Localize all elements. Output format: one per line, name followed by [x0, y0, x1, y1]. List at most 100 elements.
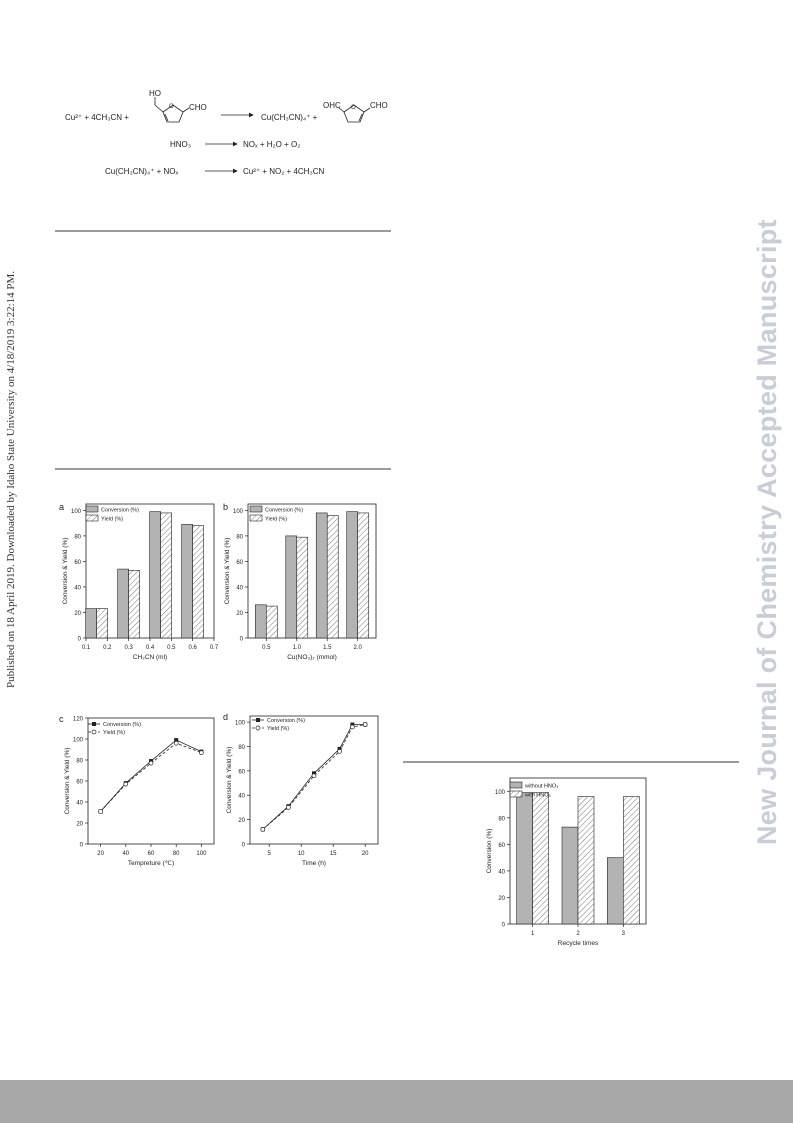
- x-tick-label: 40: [122, 851, 129, 857]
- x-tick-label: 20: [97, 851, 104, 857]
- y-tick-label: 20: [74, 611, 81, 617]
- scheme-row1-product: Cu(CH₃CN)₄⁺ +: [261, 113, 318, 122]
- y-tick-label: 60: [238, 769, 245, 775]
- y-tick-label: 80: [236, 534, 243, 540]
- x-axis-label: Recycle times: [558, 940, 599, 947]
- legend-swatch-series-2: [509, 790, 523, 798]
- marker-yield: [148, 760, 154, 766]
- bar-series-2: [623, 796, 640, 925]
- marker-yield: [311, 773, 317, 779]
- legend-label-series-1: without HNO₃: [524, 784, 558, 790]
- chart-a-ch3cn: a 0 20 40 60 80 100 0.1 0.2 0.3 0.4 0.5 0.6 0.7 CH₃CN…: [59, 502, 219, 661]
- x-tick-label: 20: [362, 851, 369, 857]
- x-tick-label: 1: [531, 931, 535, 937]
- y-tick-label: 80: [74, 534, 81, 540]
- bar-series-1: [117, 568, 129, 639]
- y-tick-label: 60: [498, 843, 505, 849]
- y-tick-label: 100: [233, 509, 244, 515]
- x-tick-label: 1.0: [293, 645, 302, 651]
- marker-conversion: [174, 738, 179, 743]
- journal-watermark: New Journal of Chemistry Accepted Manusc…: [752, 219, 782, 845]
- bar-series-1: [607, 857, 624, 925]
- bar-series-2: [128, 570, 140, 639]
- marker-yield: [350, 724, 355, 730]
- hmf-ho-label: HO: [149, 89, 161, 98]
- x-tick-label: 0.2: [103, 645, 112, 651]
- marker-conversion: [312, 771, 316, 776]
- bar-series-1: [516, 792, 533, 925]
- y-tick-label: 40: [74, 585, 81, 591]
- legend-marker-series-1: [92, 722, 96, 726]
- y-tick-label: 80: [238, 745, 245, 751]
- chart-e-recycle: 0 20 40 60 80 100 1 2 3 Recycle times Conversion (…: [486, 777, 647, 947]
- hmf-cho-label: CHO: [189, 103, 207, 112]
- hmf-structure: O HO CHO: [149, 89, 207, 123]
- y-tick-label: 0: [242, 843, 246, 849]
- y-tick-label: 0: [80, 843, 84, 849]
- bar-series-1: [285, 535, 298, 639]
- marker-yield: [173, 740, 179, 746]
- marker-yield: [362, 722, 368, 727]
- x-tick-label: 3: [622, 931, 626, 937]
- bar-series-1: [315, 512, 328, 639]
- legend-label-series-2: Yield (%): [265, 517, 287, 523]
- x-axis-label: Time (h): [302, 860, 326, 867]
- x-axis-label: CH₃CN (ml): [133, 654, 167, 661]
- y-axis-label: Conversion (%): [486, 829, 493, 874]
- y-tick-label: 100: [495, 790, 506, 796]
- scheme-row3-right: Cu²⁺ + NO₂ + 4CH₃CN: [243, 167, 324, 176]
- y-tick-label: 60: [236, 560, 243, 566]
- plot-frame: [87, 717, 215, 845]
- x-tick-label: 2.0: [354, 645, 363, 651]
- scheme-row2-left: HNO₃: [170, 140, 191, 149]
- bar-series-1: [85, 608, 97, 639]
- x-axis-label: Tempreture (℃): [128, 860, 174, 867]
- bar-series-1: [149, 511, 161, 639]
- x-tick-label: 10: [298, 851, 305, 857]
- y-axis-label: Conversion & Yield (%): [62, 538, 69, 605]
- y-tick-label: 40: [498, 869, 505, 875]
- section-rule-3: [403, 761, 739, 763]
- scheme-row2-right: NOₓ + H₂O + O₂: [243, 140, 300, 149]
- x-tick-label: 80: [173, 851, 180, 857]
- y-axis-label: Conversion & Yield (%): [226, 747, 233, 814]
- x-tick-label: 15: [330, 851, 337, 857]
- legend-swatch-series-1: [509, 781, 523, 789]
- panel-label-a: a: [59, 502, 64, 512]
- y-tick-label: 80: [76, 759, 83, 765]
- bar-series-2: [357, 512, 370, 639]
- bar-series-1: [346, 511, 359, 639]
- marker-yield: [337, 749, 342, 754]
- marker-yield: [123, 781, 129, 787]
- marker-conversion: [350, 722, 355, 727]
- bar-series-2: [96, 608, 108, 639]
- x-tick-label: 0.5: [167, 645, 176, 651]
- legend-label-series-2: Yield (%): [103, 730, 125, 736]
- y-tick-label: 40: [238, 794, 245, 800]
- legend-swatch-series-2: [85, 514, 99, 522]
- dff-o-atom: O: [351, 105, 356, 111]
- y-tick-label: 20: [498, 896, 505, 902]
- legend-label-series-1: Conversion (%): [101, 508, 139, 514]
- scheme-row1-left: Cu²⁺ + 4CH₃CN +: [65, 113, 129, 122]
- x-tick-label: 2: [576, 931, 580, 937]
- panel-label-d: d: [223, 712, 228, 722]
- y-tick-label: 60: [74, 560, 81, 566]
- plot-frame: [247, 503, 377, 639]
- y-tick-label: 20: [236, 611, 243, 617]
- download-note: Published on 18 April 2019. Downloaded b…: [5, 270, 17, 688]
- x-tick-label: 0.5: [262, 645, 271, 651]
- legend-label-series-2: Yield (%): [267, 726, 289, 732]
- marker-yield: [260, 827, 266, 832]
- y-axis-label: Conversion & Yield (%): [224, 538, 231, 605]
- line-series-1: [262, 724, 366, 830]
- y-axis-label: Conversion & Yield (%): [64, 748, 71, 815]
- legend-label-series-2: with HNO₃: [524, 793, 551, 799]
- reaction-scheme: Cu²⁺ + 4CH₃CN + O HO CHO Cu(CH₃CN)₄⁺ + O…: [65, 89, 388, 176]
- page-footer-band: [0, 1080, 793, 1123]
- legend-label-series-1: Conversion (%): [265, 508, 303, 514]
- legend-label-series-1: Conversion (%): [103, 722, 141, 728]
- panel-label-b: b: [223, 502, 228, 512]
- bar-series-1: [254, 604, 267, 639]
- x-tick-label: 1.5: [323, 645, 332, 651]
